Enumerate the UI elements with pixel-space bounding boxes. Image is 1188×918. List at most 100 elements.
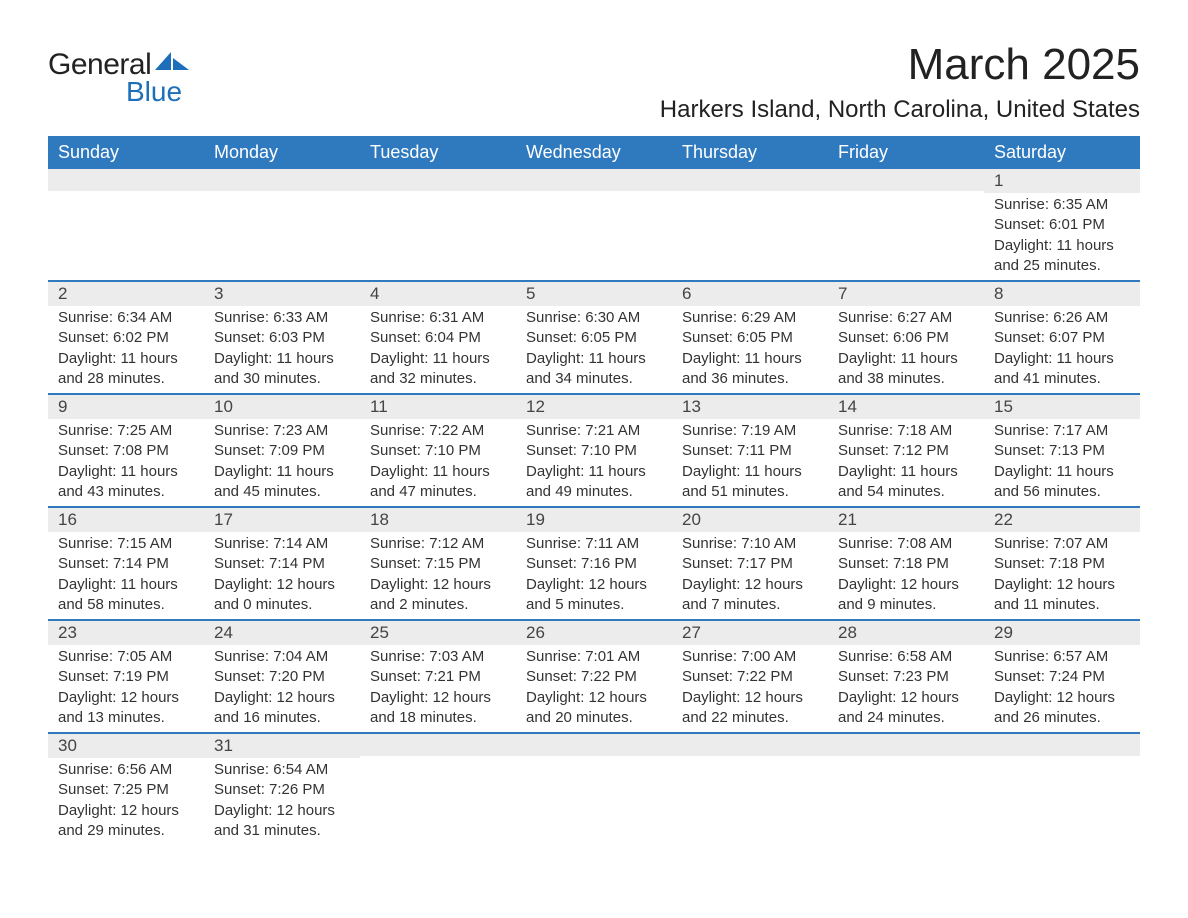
calendar-day-cell: 25Sunrise: 7:03 AMSunset: 7:21 PMDayligh… bbox=[360, 620, 516, 733]
day-number: 10 bbox=[204, 395, 360, 419]
daylight-line: Daylight: 11 hours and 30 minutes. bbox=[214, 349, 350, 390]
day-number bbox=[204, 169, 360, 191]
day-details: Sunrise: 7:21 AMSunset: 7:10 PMDaylight:… bbox=[516, 419, 672, 506]
day-details: Sunrise: 7:10 AMSunset: 7:17 PMDaylight:… bbox=[672, 532, 828, 619]
sunset-line: Sunset: 7:15 PM bbox=[370, 554, 506, 574]
day-number: 29 bbox=[984, 621, 1140, 645]
sunrise-line: Sunrise: 7:19 AM bbox=[682, 421, 818, 441]
calendar-day-cell: 19Sunrise: 7:11 AMSunset: 7:16 PMDayligh… bbox=[516, 507, 672, 620]
daylight-line: Daylight: 12 hours and 7 minutes. bbox=[682, 575, 818, 616]
day-number: 16 bbox=[48, 508, 204, 532]
day-number: 30 bbox=[48, 734, 204, 758]
calendar-day-cell: 8Sunrise: 6:26 AMSunset: 6:07 PMDaylight… bbox=[984, 281, 1140, 394]
sunrise-line: Sunrise: 7:23 AM bbox=[214, 421, 350, 441]
day-details: Sunrise: 7:01 AMSunset: 7:22 PMDaylight:… bbox=[516, 645, 672, 732]
calendar-day-cell: 30Sunrise: 6:56 AMSunset: 7:25 PMDayligh… bbox=[48, 733, 204, 845]
calendar-day-cell: 6Sunrise: 6:29 AMSunset: 6:05 PMDaylight… bbox=[672, 281, 828, 394]
brand-sail-icon bbox=[155, 50, 189, 74]
daylight-line: Daylight: 12 hours and 31 minutes. bbox=[214, 801, 350, 842]
calendar-day-cell bbox=[516, 169, 672, 281]
day-number: 31 bbox=[204, 734, 360, 758]
day-number: 22 bbox=[984, 508, 1140, 532]
sunset-line: Sunset: 7:09 PM bbox=[214, 441, 350, 461]
col-wednesday: Wednesday bbox=[516, 136, 672, 169]
day-number bbox=[828, 734, 984, 756]
calendar-day-cell: 24Sunrise: 7:04 AMSunset: 7:20 PMDayligh… bbox=[204, 620, 360, 733]
sunset-line: Sunset: 7:18 PM bbox=[838, 554, 974, 574]
day-details: Sunrise: 7:23 AMSunset: 7:09 PMDaylight:… bbox=[204, 419, 360, 506]
daylight-line: Daylight: 11 hours and 43 minutes. bbox=[58, 462, 194, 503]
col-monday: Monday bbox=[204, 136, 360, 169]
sunrise-line: Sunrise: 6:29 AM bbox=[682, 308, 818, 328]
daylight-line: Daylight: 11 hours and 41 minutes. bbox=[994, 349, 1130, 390]
sunset-line: Sunset: 7:08 PM bbox=[58, 441, 194, 461]
day-number: 15 bbox=[984, 395, 1140, 419]
calendar-day-cell bbox=[48, 169, 204, 281]
day-number bbox=[984, 734, 1140, 756]
day-details: Sunrise: 7:05 AMSunset: 7:19 PMDaylight:… bbox=[48, 645, 204, 732]
sunset-line: Sunset: 6:03 PM bbox=[214, 328, 350, 348]
location-subtitle: Harkers Island, North Carolina, United S… bbox=[660, 96, 1140, 124]
sunset-line: Sunset: 6:02 PM bbox=[58, 328, 194, 348]
day-details: Sunrise: 7:15 AMSunset: 7:14 PMDaylight:… bbox=[48, 532, 204, 619]
calendar-week-row: 30Sunrise: 6:56 AMSunset: 7:25 PMDayligh… bbox=[48, 733, 1140, 845]
calendar-table: Sunday Monday Tuesday Wednesday Thursday… bbox=[48, 136, 1140, 845]
calendar-day-cell: 22Sunrise: 7:07 AMSunset: 7:18 PMDayligh… bbox=[984, 507, 1140, 620]
day-number: 13 bbox=[672, 395, 828, 419]
calendar-day-cell: 7Sunrise: 6:27 AMSunset: 6:06 PMDaylight… bbox=[828, 281, 984, 394]
daylight-line: Daylight: 12 hours and 11 minutes. bbox=[994, 575, 1130, 616]
day-details: Sunrise: 6:27 AMSunset: 6:06 PMDaylight:… bbox=[828, 306, 984, 393]
calendar-day-cell: 27Sunrise: 7:00 AMSunset: 7:22 PMDayligh… bbox=[672, 620, 828, 733]
day-number: 20 bbox=[672, 508, 828, 532]
calendar-day-cell: 4Sunrise: 6:31 AMSunset: 6:04 PMDaylight… bbox=[360, 281, 516, 394]
daylight-line: Daylight: 12 hours and 0 minutes. bbox=[214, 575, 350, 616]
day-number: 23 bbox=[48, 621, 204, 645]
sunrise-line: Sunrise: 7:08 AM bbox=[838, 534, 974, 554]
calendar-day-cell: 28Sunrise: 6:58 AMSunset: 7:23 PMDayligh… bbox=[828, 620, 984, 733]
calendar-day-cell: 5Sunrise: 6:30 AMSunset: 6:05 PMDaylight… bbox=[516, 281, 672, 394]
daylight-line: Daylight: 11 hours and 34 minutes. bbox=[526, 349, 662, 390]
page-title: March 2025 bbox=[660, 40, 1140, 90]
calendar-day-cell: 14Sunrise: 7:18 AMSunset: 7:12 PMDayligh… bbox=[828, 394, 984, 507]
sunset-line: Sunset: 7:11 PM bbox=[682, 441, 818, 461]
daylight-line: Daylight: 12 hours and 29 minutes. bbox=[58, 801, 194, 842]
day-details: Sunrise: 7:12 AMSunset: 7:15 PMDaylight:… bbox=[360, 532, 516, 619]
sunset-line: Sunset: 6:05 PM bbox=[526, 328, 662, 348]
day-details: Sunrise: 7:08 AMSunset: 7:18 PMDaylight:… bbox=[828, 532, 984, 619]
day-number bbox=[360, 734, 516, 756]
calendar-week-row: 23Sunrise: 7:05 AMSunset: 7:19 PMDayligh… bbox=[48, 620, 1140, 733]
day-number: 4 bbox=[360, 282, 516, 306]
day-details: Sunrise: 7:25 AMSunset: 7:08 PMDaylight:… bbox=[48, 419, 204, 506]
day-number: 6 bbox=[672, 282, 828, 306]
day-details: Sunrise: 7:22 AMSunset: 7:10 PMDaylight:… bbox=[360, 419, 516, 506]
calendar-day-cell bbox=[360, 169, 516, 281]
day-number: 19 bbox=[516, 508, 672, 532]
day-details: Sunrise: 7:18 AMSunset: 7:12 PMDaylight:… bbox=[828, 419, 984, 506]
sunset-line: Sunset: 7:19 PM bbox=[58, 667, 194, 687]
brand-word-2: Blue bbox=[126, 76, 182, 108]
calendar-day-cell: 3Sunrise: 6:33 AMSunset: 6:03 PMDaylight… bbox=[204, 281, 360, 394]
calendar-day-cell: 9Sunrise: 7:25 AMSunset: 7:08 PMDaylight… bbox=[48, 394, 204, 507]
sunset-line: Sunset: 7:10 PM bbox=[370, 441, 506, 461]
calendar-day-cell: 12Sunrise: 7:21 AMSunset: 7:10 PMDayligh… bbox=[516, 394, 672, 507]
sunset-line: Sunset: 7:22 PM bbox=[682, 667, 818, 687]
sunrise-line: Sunrise: 6:33 AM bbox=[214, 308, 350, 328]
sunrise-line: Sunrise: 6:26 AM bbox=[994, 308, 1130, 328]
sunrise-line: Sunrise: 7:25 AM bbox=[58, 421, 194, 441]
sunset-line: Sunset: 6:04 PM bbox=[370, 328, 506, 348]
calendar-day-cell bbox=[984, 733, 1140, 845]
daylight-line: Daylight: 12 hours and 24 minutes. bbox=[838, 688, 974, 729]
daylight-line: Daylight: 11 hours and 49 minutes. bbox=[526, 462, 662, 503]
day-number: 7 bbox=[828, 282, 984, 306]
sunset-line: Sunset: 7:17 PM bbox=[682, 554, 818, 574]
sunset-line: Sunset: 7:23 PM bbox=[838, 667, 974, 687]
calendar-day-cell: 17Sunrise: 7:14 AMSunset: 7:14 PMDayligh… bbox=[204, 507, 360, 620]
sunset-line: Sunset: 7:12 PM bbox=[838, 441, 974, 461]
day-details: Sunrise: 6:29 AMSunset: 6:05 PMDaylight:… bbox=[672, 306, 828, 393]
day-details: Sunrise: 6:34 AMSunset: 6:02 PMDaylight:… bbox=[48, 306, 204, 393]
daylight-line: Daylight: 11 hours and 58 minutes. bbox=[58, 575, 194, 616]
day-number bbox=[48, 169, 204, 191]
sunrise-line: Sunrise: 7:01 AM bbox=[526, 647, 662, 667]
daylight-line: Daylight: 12 hours and 5 minutes. bbox=[526, 575, 662, 616]
day-details: Sunrise: 6:54 AMSunset: 7:26 PMDaylight:… bbox=[204, 758, 360, 845]
